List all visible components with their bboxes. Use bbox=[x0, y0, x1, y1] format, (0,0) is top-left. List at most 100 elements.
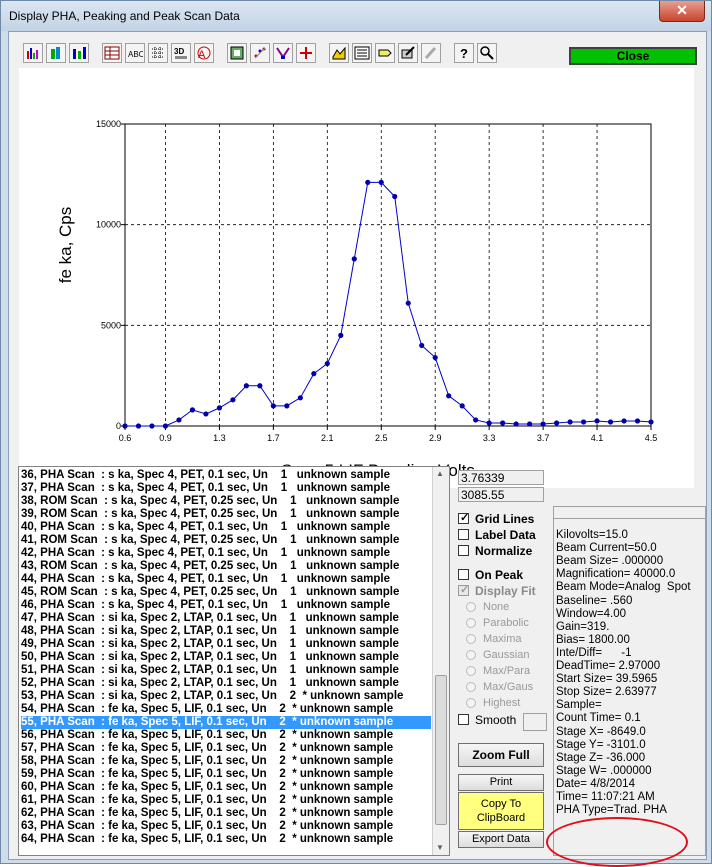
scan-list-item[interactable]: 44, PHA Scan : s ka, Spec 4, PET, 0.1 se… bbox=[21, 573, 390, 585]
print-button[interactable]: Print bbox=[458, 774, 544, 791]
series-line bbox=[125, 181, 652, 427]
color-palette-icon[interactable] bbox=[329, 43, 349, 63]
scan-list-item[interactable]: 47, PHA Scan : si ka, Spec 2, LTAP, 0.1 … bbox=[21, 612, 399, 624]
data-point bbox=[257, 383, 263, 389]
data-grid-icon[interactable] bbox=[102, 43, 122, 63]
text-label-icon[interactable]: ABC bbox=[125, 43, 145, 63]
marker-icon[interactable] bbox=[273, 43, 293, 63]
scan-list-item[interactable]: 40, PHA Scan : s ka, Spec 4, PET, 0.1 se… bbox=[21, 521, 390, 533]
fit-maxgaus-label: Max/Gaus bbox=[483, 681, 534, 693]
scan-list-item[interactable]: 63, PHA Scan : fe ka, Spec 5, LIF, 0.1 s… bbox=[21, 820, 394, 832]
scan-list-item[interactable]: 57, PHA Scan : fe ka, Spec 5, LIF, 0.1 s… bbox=[21, 742, 394, 754]
crosshair-icon[interactable] bbox=[296, 43, 316, 63]
zoom-full-button[interactable]: Zoom Full bbox=[458, 743, 544, 767]
copy-to-clipboard-button[interactable]: Copy To ClipBoard bbox=[458, 792, 544, 830]
scan-list-item[interactable]: 60, PHA Scan : fe ka, Spec 5, LIF, 0.1 s… bbox=[21, 781, 394, 793]
x-tick-label: 1.7 bbox=[267, 433, 280, 443]
data-point bbox=[621, 418, 627, 424]
y-tick-label: 10000 bbox=[96, 220, 121, 230]
scan-list-item[interactable]: 55, PHA Scan : fe ka, Spec 5, LIF, 0.1 s… bbox=[21, 716, 431, 729]
scan-list-item[interactable]: 56, PHA Scan : fe ka, Spec 5, LIF, 0.1 s… bbox=[21, 729, 394, 741]
data-point bbox=[149, 423, 155, 429]
scatter-icon[interactable] bbox=[250, 43, 270, 63]
scan-list-item[interactable]: 50, PHA Scan : si ka, Spec 2, LTAP, 0.1 … bbox=[21, 651, 399, 663]
x-tick-label: 4.1 bbox=[591, 433, 604, 443]
legend-icon[interactable] bbox=[352, 43, 372, 63]
scan-list-item[interactable]: 58, PHA Scan : fe ka, Spec 5, LIF, 0.1 s… bbox=[21, 755, 394, 767]
window-close-icon[interactable]: ✕ bbox=[659, 1, 705, 22]
data-point bbox=[432, 354, 438, 361]
data-point bbox=[513, 421, 519, 427]
x-readout: 3.76339 bbox=[458, 470, 544, 485]
rotate-icon[interactable]: A bbox=[194, 43, 214, 63]
data-point bbox=[594, 418, 600, 424]
scan-list-item[interactable]: 42, PHA Scan : s ka, Spec 4, PET, 0.1 se… bbox=[21, 547, 390, 559]
info-line: Window=4.00 bbox=[556, 607, 626, 620]
pattern-icon[interactable] bbox=[227, 43, 247, 63]
label-data-label: Label Data bbox=[475, 528, 536, 542]
info-line: Baseline= .560 bbox=[556, 594, 633, 607]
data-point bbox=[567, 419, 573, 425]
scan-list-item[interactable]: 61, PHA Scan : fe ka, Spec 5, LIF, 0.1 s… bbox=[21, 794, 394, 806]
scan-list-item[interactable]: 45, ROM Scan : s ka, Spec 4, PET, 0.25 s… bbox=[21, 586, 400, 598]
scan-list-item[interactable]: 37, PHA Scan : s ka, Spec 4, PET, 0.1 se… bbox=[21, 482, 390, 494]
data-point bbox=[311, 371, 317, 377]
title-bar[interactable]: Display PHA, Peaking and Peak Scan Data … bbox=[1, 1, 711, 31]
scan-list-item[interactable]: 59, PHA Scan : fe ka, Spec 5, LIF, 0.1 s… bbox=[21, 768, 394, 780]
grid-icon[interactable] bbox=[148, 43, 168, 63]
list-scrollbar[interactable]: ▲ ▼ bbox=[432, 467, 449, 855]
scan-list-item[interactable]: 46, PHA Scan : s ka, Spec 4, PET, 0.1 se… bbox=[21, 599, 390, 611]
data-point bbox=[580, 419, 587, 425]
3d-bar-icon[interactable] bbox=[46, 43, 66, 63]
data-point bbox=[446, 393, 452, 399]
scan-list-item[interactable]: 38, ROM Scan : s ka, Spec 4, PET, 0.25 s… bbox=[21, 495, 400, 507]
info-line: Count Time= 0.1 bbox=[556, 712, 641, 725]
scroll-thumb[interactable] bbox=[435, 675, 447, 825]
grid-lines-label: Grid Lines bbox=[475, 512, 535, 526]
help-icon[interactable]: ? bbox=[454, 43, 474, 63]
scan-list-item[interactable]: 36, PHA Scan : s ka, Spec 4, PET, 0.1 se… bbox=[21, 469, 390, 481]
scan-list-item[interactable]: 39, ROM Scan : s ka, Spec 4, PET, 0.25 s… bbox=[21, 508, 400, 520]
toolbar: ABC 3D A ? Close bbox=[19, 40, 697, 66]
scan-list-item[interactable]: 64, PHA Scan : fe ka, Spec 5, LIF, 0.1 s… bbox=[21, 833, 394, 845]
data-point bbox=[378, 179, 384, 185]
scan-list-item[interactable]: 54, PHA Scan : fe ka, Spec 5, LIF, 0.1 s… bbox=[21, 703, 394, 715]
data-point bbox=[500, 420, 506, 426]
stacked-bar-icon[interactable] bbox=[69, 43, 89, 63]
scan-list-item[interactable]: 53, PHA Scan : si ka, Spec 2, LTAP, 0.1 … bbox=[21, 690, 404, 702]
edit-icon[interactable] bbox=[398, 43, 418, 63]
x-tick-label: 3.3 bbox=[483, 433, 496, 443]
info-line: Stop Size= 2.63977 bbox=[556, 686, 657, 699]
fit-maxima-label: Maxima bbox=[483, 633, 522, 645]
fit-none-label: None bbox=[483, 601, 510, 613]
info-line: Gain=319. bbox=[556, 620, 610, 633]
info-line: Stage Y= -3101.0 bbox=[556, 738, 646, 751]
scan-list-item[interactable]: 43, ROM Scan : s ka, Spec 4, PET, 0.25 s… bbox=[21, 560, 400, 572]
export-data-button[interactable]: Export Data bbox=[458, 831, 544, 848]
close-button[interactable]: Close bbox=[569, 47, 697, 65]
on-peak-label: On Peak bbox=[475, 568, 524, 582]
scan-list-item[interactable]: 52, PHA Scan : si ka, Spec 2, LTAP, 0.1 … bbox=[21, 677, 399, 689]
scroll-down-icon[interactable]: ▼ bbox=[436, 843, 444, 852]
scan-list-item[interactable]: 49, PHA Scan : si ka, Spec 2, LTAP, 0.1 … bbox=[21, 638, 399, 650]
data-point bbox=[284, 403, 290, 409]
info-line: Sample= bbox=[556, 699, 602, 712]
scan-list[interactable]: 36, PHA Scan : s ka, Spec 4, PET, 0.1 se… bbox=[18, 466, 450, 856]
scan-list-item[interactable]: 41, ROM Scan : s ka, Spec 4, PET, 0.25 s… bbox=[21, 534, 400, 546]
pencil-icon[interactable] bbox=[421, 43, 441, 63]
data-point bbox=[553, 420, 560, 426]
scan-list-item[interactable]: 51, PHA Scan : si ka, Spec 2, LTAP, 0.1 … bbox=[21, 664, 399, 676]
bar-chart-icon[interactable] bbox=[23, 43, 43, 63]
3d-view-icon[interactable]: 3D bbox=[171, 43, 191, 63]
fit-parabolic-label: Parabolic bbox=[483, 617, 529, 629]
scan-list-item[interactable]: 48, PHA Scan : si ka, Spec 2, LTAP, 0.1 … bbox=[21, 625, 399, 637]
data-point bbox=[459, 403, 465, 409]
scroll-up-icon[interactable]: ▲ bbox=[436, 469, 444, 478]
tag-icon[interactable] bbox=[375, 43, 395, 63]
fit-maxpara-label: Max/Para bbox=[483, 665, 531, 677]
smooth-value-field[interactable] bbox=[523, 713, 547, 731]
scan-list-item[interactable]: 62, PHA Scan : fe ka, Spec 5, LIF, 0.1 s… bbox=[21, 807, 394, 819]
zoom-icon[interactable] bbox=[477, 43, 497, 63]
data-point bbox=[338, 332, 344, 338]
